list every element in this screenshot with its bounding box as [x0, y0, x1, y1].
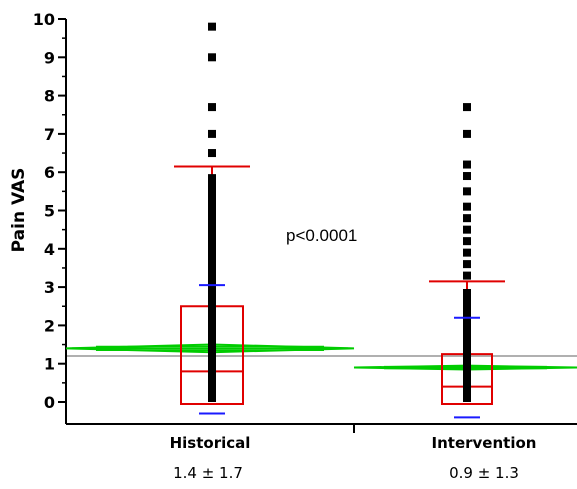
outlier-point-intervention [463, 160, 471, 169]
category-stats-intervention: 0.9 ± 1.3 [449, 464, 519, 482]
y-tick-label: 8 [44, 87, 55, 106]
category-stats-historical: 1.4 ± 1.7 [173, 464, 243, 482]
outlier-point-intervention [463, 237, 471, 246]
p-value-annotation: p<0.0001 [286, 226, 357, 245]
y-tick-label: 10 [33, 10, 55, 29]
category-label-intervention: Intervention [432, 434, 537, 452]
outlier-point-historical [208, 103, 216, 112]
outlier-point-historical [208, 149, 216, 158]
outlier-point-intervention [463, 202, 471, 211]
outlier-point-historical [208, 129, 216, 138]
outlier-point-intervention [463, 225, 471, 234]
outlier-point-intervention [463, 214, 471, 223]
y-tick-label: 1 [44, 355, 55, 374]
y-tick-label: 9 [44, 48, 55, 67]
outlier-point-intervention [463, 172, 471, 181]
category-label-historical: Historical [170, 434, 251, 452]
outlier-point-intervention [463, 248, 471, 257]
y-axis-label: Pain VAS [9, 168, 29, 253]
outlier-point-historical [208, 53, 216, 62]
y-tick-label: 0 [44, 393, 55, 412]
y-tick-label: 2 [44, 316, 55, 335]
y-tick-label: 5 [44, 202, 55, 221]
outlier-point-intervention [463, 260, 471, 269]
y-tick-label: 4 [44, 240, 55, 259]
marks-layer [65, 22, 577, 419]
outlier-point-intervention [463, 129, 471, 138]
axis-layer: 0 1 2 3 4 5 6 7 8 9 10 [33, 10, 577, 433]
outlier-point-intervention [463, 187, 471, 196]
outlier-point-historical [208, 22, 216, 31]
outlier-point-intervention [463, 103, 471, 112]
y-tick-label: 7 [44, 125, 55, 144]
y-tick-label: 6 [44, 163, 55, 182]
y-tick-label: 3 [44, 278, 55, 297]
outlier-point-intervention [463, 271, 471, 280]
